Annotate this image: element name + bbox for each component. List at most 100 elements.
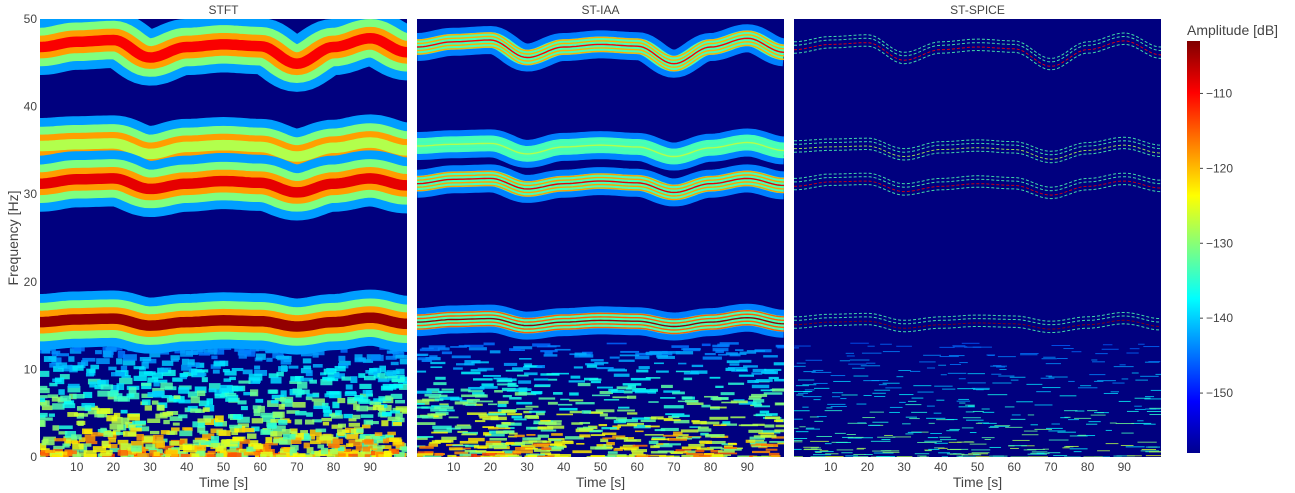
noise-cell [619, 446, 639, 450]
noise-cell [634, 355, 650, 360]
noise-cell [1134, 397, 1151, 399]
noise-cell [62, 443, 70, 448]
noise-cell [1040, 377, 1055, 379]
noise-cell [855, 437, 873, 439]
noise-cell [242, 428, 255, 433]
noise-cell [421, 347, 434, 350]
noise-cell [535, 411, 545, 416]
noise-cell [191, 368, 198, 376]
noise-cell [681, 454, 699, 457]
noise-cell [911, 411, 928, 413]
x-tick-label: 40 [934, 460, 948, 474]
noise-cell [127, 413, 140, 421]
noise-cell [976, 389, 984, 391]
noise-cell [77, 420, 84, 426]
noise-cell [599, 390, 613, 395]
noise-cell [278, 404, 285, 410]
noise-cell [759, 410, 770, 414]
noise-cell [452, 444, 469, 447]
noise-cell [283, 447, 295, 453]
noise-cell [997, 356, 1016, 358]
noise-cell [1011, 414, 1021, 416]
noise-cell [120, 443, 132, 451]
noise-cell [662, 350, 681, 354]
noise-cell [147, 418, 161, 423]
noise-cell [516, 408, 533, 410]
noise-cell [813, 399, 821, 401]
noise-cell [270, 431, 283, 437]
colorbar-tick-label: −110 [1206, 86, 1232, 100]
noise-cell [195, 449, 206, 456]
noise-cell [810, 456, 826, 457]
noise-cell [813, 382, 828, 384]
noise-cell [991, 373, 1002, 375]
noise-cell [1048, 376, 1068, 378]
noise-cell [530, 390, 543, 395]
noise-cell [948, 441, 962, 443]
noise-cell [763, 355, 778, 358]
noise-cell [194, 443, 203, 447]
noise-cell [477, 367, 494, 371]
noise-cell [252, 379, 261, 383]
noise-cell [254, 452, 265, 456]
noise-cell [317, 444, 325, 449]
noise-cell [570, 375, 581, 379]
noise-cell [178, 399, 191, 404]
noise-cell [594, 361, 609, 364]
noise-cell [679, 451, 689, 454]
noise-cell [513, 450, 533, 454]
noise-cell [338, 355, 346, 361]
x-tick-label: 30 [520, 460, 534, 474]
noise-cell [1097, 412, 1104, 414]
noise-cell [253, 444, 263, 450]
noise-cell [91, 432, 104, 437]
noise-cell [738, 424, 759, 427]
noise-cell [62, 403, 76, 409]
noise-cell [335, 410, 342, 416]
noise-cell [426, 391, 443, 394]
noise-cell [964, 346, 982, 348]
noise-cell [802, 406, 809, 408]
noise-cell [179, 444, 192, 451]
noise-cell [247, 433, 257, 439]
noise-cell [917, 391, 934, 393]
noise-cell [210, 364, 221, 369]
noise-cell [196, 372, 207, 377]
noise-cell [847, 422, 867, 424]
noise-cell [1008, 445, 1027, 447]
noise-cell [167, 430, 178, 435]
noise-cell [702, 356, 722, 360]
noise-cell [130, 427, 142, 432]
noise-cell [395, 412, 403, 420]
noise-cell [375, 434, 389, 441]
noise-cell [919, 361, 936, 363]
noise-cell [899, 394, 914, 396]
noise-cell [505, 454, 520, 457]
noise-cell [303, 442, 310, 449]
noise-cell [348, 422, 360, 427]
noise-cell [761, 430, 781, 434]
noise-cell [488, 403, 498, 406]
noise-cell [1149, 407, 1161, 409]
noise-cell [303, 365, 312, 369]
colorbar-tick-label: −130 [1206, 236, 1233, 250]
noise-cell [653, 444, 673, 448]
noise-cell [40, 419, 45, 427]
noise-cell [120, 409, 128, 414]
noise-cell [366, 406, 377, 411]
noise-cell [173, 396, 185, 403]
noise-cell [473, 445, 493, 449]
noise-cell [207, 450, 216, 455]
x-axis-label: Time [s] [576, 474, 625, 490]
noise-cell [1021, 445, 1035, 447]
noise-cell [560, 398, 570, 401]
noise-cell [548, 378, 558, 381]
noise-cell [95, 350, 102, 355]
noise-cell [718, 353, 727, 356]
noise-cell [106, 449, 113, 455]
noise-cell [117, 449, 129, 456]
noise-cell [591, 394, 611, 397]
noise-cell [1088, 421, 1101, 423]
noise-cell [402, 381, 407, 385]
noise-cell [623, 448, 637, 451]
